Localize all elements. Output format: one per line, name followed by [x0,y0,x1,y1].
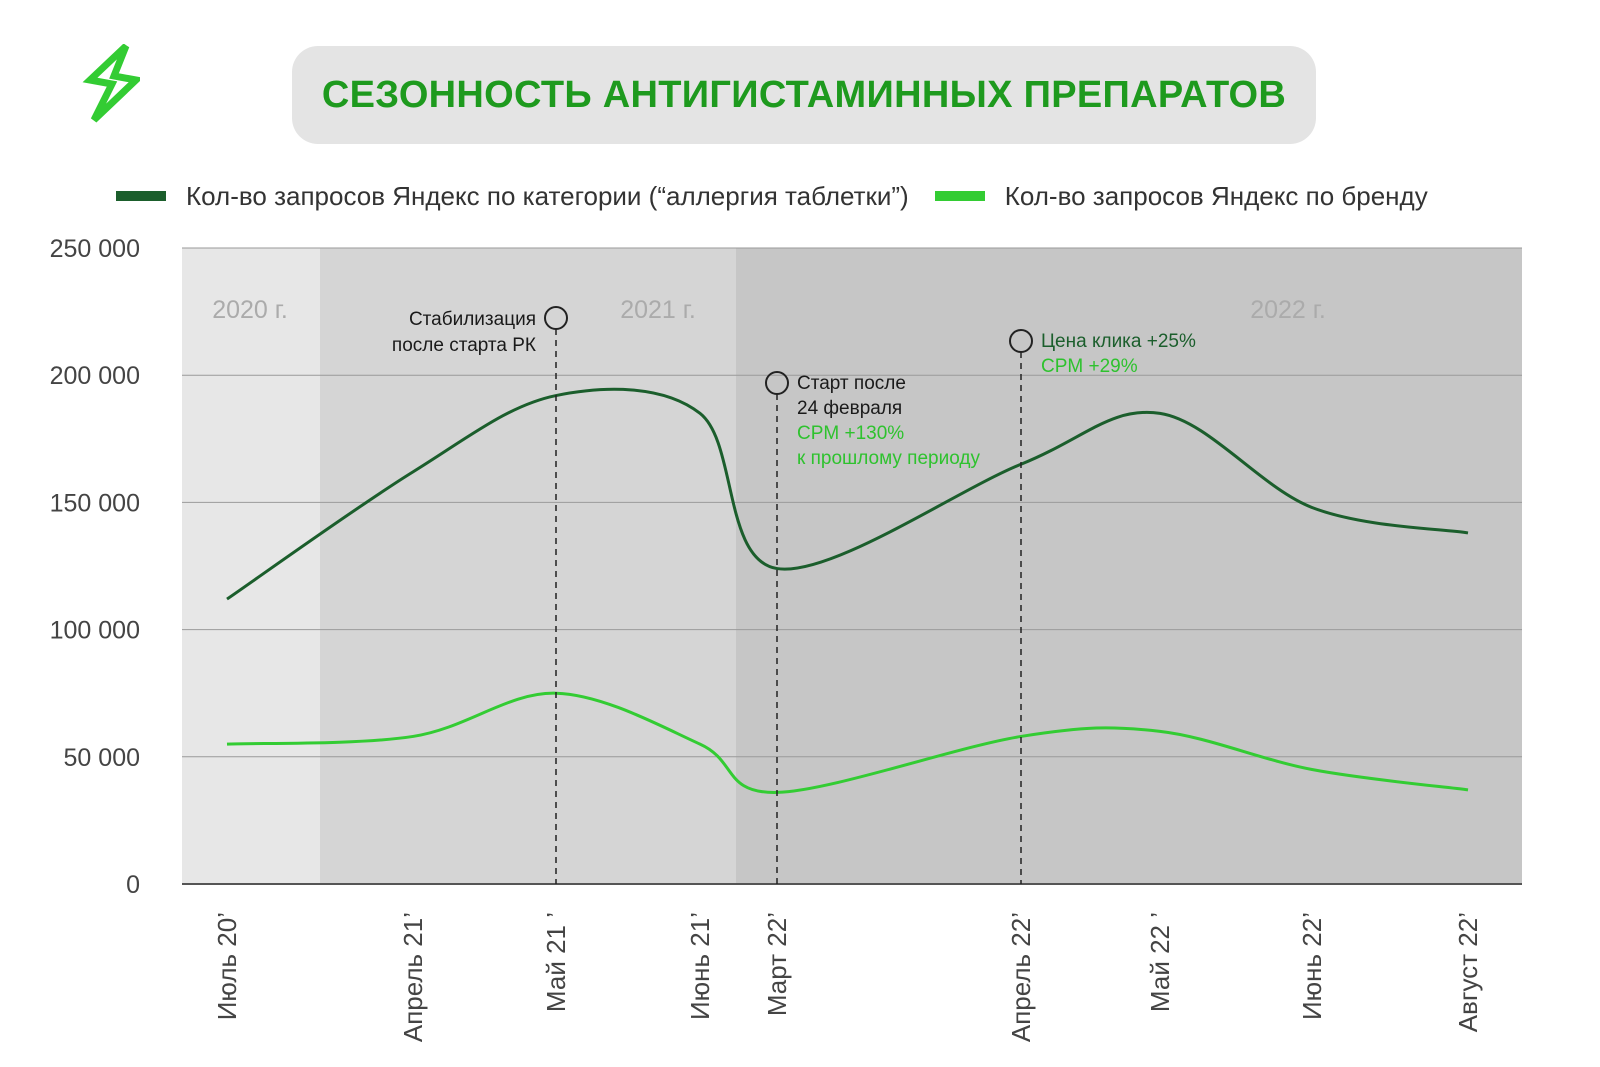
y-tick-label: 250 000 [50,235,140,263]
x-tick-label: Август 22’ [1453,912,1483,1032]
chart-legend: Кол-во запросов Яндекс по категории (“ал… [116,178,1454,214]
legend-swatch-brand [934,191,985,201]
legend-entry-category: Кол-во запросов Яндекс по категории (“ал… [116,181,909,212]
annotation-marker [1009,329,1033,353]
annotation-text-green: CPM +130% [797,423,904,444]
y-tick-label: 0 [126,871,140,899]
legend-label-brand: Кол-во запросов Яндекс по бренду [1004,180,1428,211]
x-tick-label: Июль 20’ [212,912,242,1020]
annotation-text-green: CPM +29% [1041,356,1138,377]
y-tick-label: 150 000 [50,489,140,517]
x-tick-label: Май 21 ’ [541,912,571,1012]
year-band-label: 2020 г. [212,296,288,324]
x-tick-label: Апрель 21’ [398,912,428,1042]
legend-entry-brand: Кол-во запросов Яндекс по бренду [934,180,1428,212]
annotation-text: Стабилизация [409,309,536,330]
year-band-1 [320,248,736,884]
x-tick-label: Июнь 21’ [685,912,715,1020]
lightning-logo-icon [82,44,140,123]
annotation-text: Цена клика +25% [1041,331,1196,352]
annotation-text: после старта РК [392,335,536,356]
year-band-label: 2022 г. [1250,296,1326,324]
y-tick-label: 100 000 [50,617,140,645]
annotation-text: Старт после [797,373,906,394]
page-title: СЕЗОННОСТЬ АНТИГИСТАМИННЫХ ПРЕПАРАТОВ [321,73,1287,116]
y-tick-label: 50 000 [64,744,140,772]
x-tick-label: Март 22’ [762,912,792,1016]
x-tick-label: Июнь 22’ [1297,912,1327,1020]
annotation-text-green: к прошлому периоду [797,448,980,469]
year-band-0 [182,248,320,884]
title-banner: СЕЗОННОСТЬ АНТИГИСТАМИННЫХ ПРЕПАРАТОВ [292,46,1316,144]
legend-swatch-category [116,191,166,201]
year-band-2 [736,248,1522,884]
x-tick-label: Май 22 ’ [1145,912,1175,1012]
year-band-label: 2021 г. [620,296,696,324]
y-tick-label: 200 000 [50,362,140,390]
x-tick-label: Апрель 22’ [1006,912,1036,1042]
annotation-marker [765,371,789,395]
annotation-marker [544,306,568,330]
legend-label-category: Кол-во запросов Яндекс по категории (“ал… [186,180,909,211]
annotation-text: 24 февраля [797,398,902,419]
